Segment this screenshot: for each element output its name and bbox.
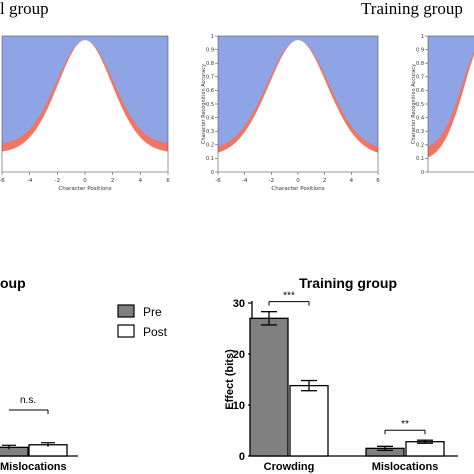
y-tick-label: 10 xyxy=(233,400,245,412)
bottom-left-title: oup xyxy=(0,275,26,291)
x-tick-label: 2 xyxy=(323,178,327,184)
bottom-left-marks xyxy=(0,409,78,457)
significance-label: ** xyxy=(401,419,409,430)
y-tick-label: 0.9 xyxy=(416,47,424,53)
accuracy-panel-left: -6 -4 -2 0 2 4 6 Character Positions xyxy=(0,35,170,192)
y-tick-label: 0.5 xyxy=(416,102,424,108)
x-tick-label: -4 xyxy=(242,178,248,184)
x-axis-label: Character Positions xyxy=(271,186,324,192)
y-tick-label: 0.7 xyxy=(206,75,214,81)
y-axis-label: Effect (bits) xyxy=(224,349,236,410)
category-label: Crowding xyxy=(264,461,315,473)
post-bar-crowding xyxy=(289,384,329,457)
x-tick-label: 6 xyxy=(376,178,380,184)
x-tick-label: 2 xyxy=(111,178,115,184)
y-tick-label: 1 xyxy=(421,34,424,40)
y-tick-label: 0.3 xyxy=(206,129,214,135)
y-tick-label: 0.5 xyxy=(206,102,214,108)
pre-bar-mislocations xyxy=(0,446,29,457)
x-tick-label: 0 xyxy=(83,178,87,184)
x-tick-label: 4 xyxy=(350,178,354,184)
legend-label: Pre xyxy=(143,305,162,319)
bottom-left-ns-label: n.s. xyxy=(20,395,36,406)
legend-swatch xyxy=(117,324,135,338)
bottom-left-panel: oup n.s. Mislocations xyxy=(0,275,78,473)
y-tick-label: 1 xyxy=(211,34,214,40)
y-tick-label: 20 xyxy=(233,349,245,361)
y-tick-label: 0.1 xyxy=(206,156,214,162)
category-label: Mislocations xyxy=(372,461,439,473)
y-tick-label: 0 xyxy=(421,170,424,176)
plot-area xyxy=(428,36,474,172)
significance-label: *** xyxy=(283,291,295,302)
x-tick-label: -2 xyxy=(55,178,60,184)
x-tick-label: -4 xyxy=(27,178,33,184)
accuracy-panel-right: 0 0.1 0.2 0.3 0.4 0.5 0.6 0.7 0.8 0.9 1 Character R… xyxy=(411,34,474,176)
y-tick-label: 0.4 xyxy=(206,115,214,121)
x-tick-label: 4 xyxy=(139,178,143,184)
y-tick-label: 0.1 xyxy=(416,156,424,162)
y-tick-label: 0.8 xyxy=(416,61,424,67)
top-right-title: Training group xyxy=(361,0,463,18)
y-tick-label: 0.7 xyxy=(416,75,424,81)
bottom-left-category-label: Mislocations xyxy=(0,461,67,473)
y-tick-label: 0.2 xyxy=(206,143,214,149)
top-left-title: l group xyxy=(0,0,49,18)
plot-area xyxy=(2,36,168,172)
plot-area xyxy=(218,36,378,172)
y-tick-label: 0.4 xyxy=(416,115,424,121)
y-tick-label: 0.2 xyxy=(416,143,424,149)
x-tick-label: -2 xyxy=(269,178,274,184)
y-tick-label: 0.3 xyxy=(416,129,424,135)
white-region xyxy=(218,40,378,172)
y-tick-label: 0.6 xyxy=(416,88,424,94)
y-axis-label: Character Recognition Accuracy xyxy=(411,64,417,144)
y-tick-label: 0.6 xyxy=(206,88,214,94)
training-bar-chart: Training group 0 10 20 30 Effect (bits) *** Cro… xyxy=(117,275,458,473)
legend-label: Post xyxy=(143,325,168,339)
pre-bar-crowding xyxy=(249,317,289,457)
y-tick-label: 0 xyxy=(239,451,245,463)
y-axis-label: Character Recognition Accuracy xyxy=(201,64,207,144)
chart-title: Training group xyxy=(299,275,397,291)
x-tick-label: -6 xyxy=(0,178,5,184)
y-tick-label: 0.9 xyxy=(206,47,214,53)
y-tick-label: 0 xyxy=(211,170,214,176)
y-tick-label: 30 xyxy=(233,298,245,310)
white-region xyxy=(428,54,474,172)
white-region xyxy=(2,40,168,172)
x-tick-label: -6 xyxy=(215,178,221,184)
accuracy-panel-middle: -6 -4 -2 0 2 4 6 0 0.1 0.2 0.3 0.4 0.5 0.6 0.7 0.8 0.9 1 C… xyxy=(201,34,380,192)
y-tick-label: 0.8 xyxy=(206,61,214,67)
x-tick-label: 0 xyxy=(296,178,300,184)
legend-swatch xyxy=(117,304,135,318)
x-axis-label: Character Positions xyxy=(58,186,111,192)
x-tick-label: 6 xyxy=(166,178,170,184)
